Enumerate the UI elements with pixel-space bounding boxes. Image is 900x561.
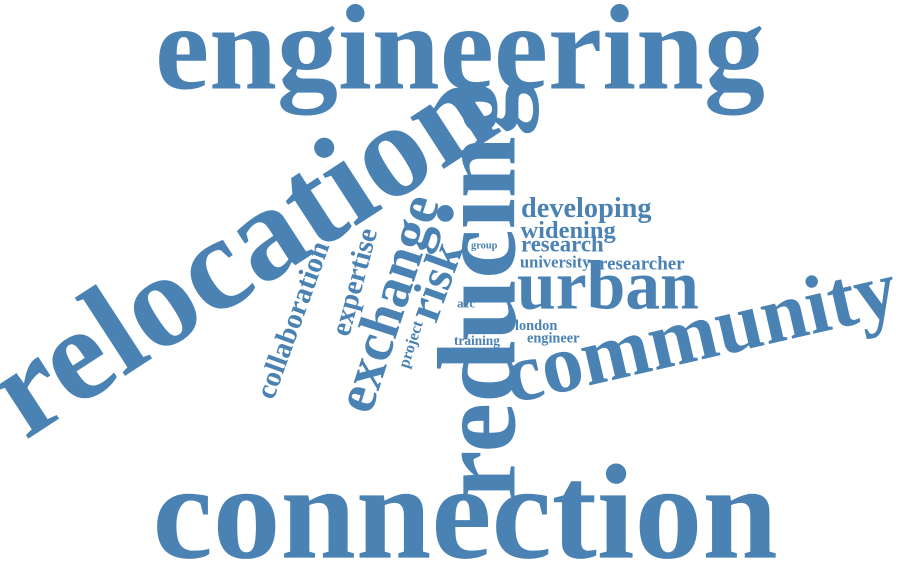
word-london: london <box>515 316 558 334</box>
word-group: group <box>471 239 498 252</box>
word-engineer: engineer <box>527 330 580 347</box>
word-researcher: researcher <box>599 252 685 274</box>
word-widening: widening <box>520 216 616 244</box>
word-engineering: engineering <box>155 0 765 116</box>
word-training: training <box>454 334 500 349</box>
word-university: university <box>520 252 591 272</box>
word-urban: urban <box>517 248 699 325</box>
word-connection: connection <box>152 436 778 561</box>
word-developing: developing <box>521 191 652 224</box>
word-acc: acc <box>457 295 476 311</box>
word-research: research <box>521 233 604 258</box>
